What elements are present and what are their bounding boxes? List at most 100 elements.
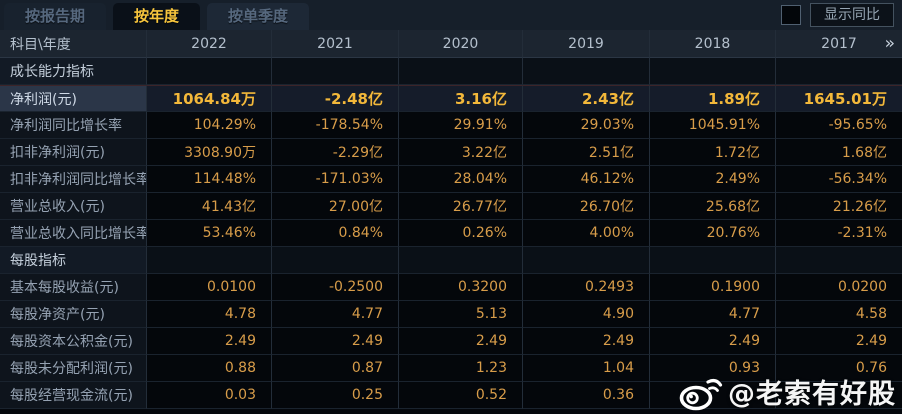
row-label: 净利润同比增长率 bbox=[0, 112, 146, 139]
section-cell bbox=[398, 247, 522, 274]
cell-value: 1.72亿 bbox=[649, 139, 775, 166]
row-label: 营业总收入(元) bbox=[0, 193, 146, 220]
show-yoy-button[interactable]: 显示同比 bbox=[810, 3, 894, 27]
cell-value: -95.65% bbox=[775, 112, 902, 139]
cell-value: 4.00% bbox=[522, 220, 649, 247]
cell-value: 5.13 bbox=[398, 301, 522, 328]
cell-value: 0.36 bbox=[522, 382, 649, 409]
cell-value: -2.29亿 bbox=[271, 139, 398, 166]
cell-value: 1.89亿 bbox=[649, 85, 775, 112]
cell-value: 2.51亿 bbox=[522, 139, 649, 166]
row-label: 基本每股收益(元) bbox=[0, 274, 146, 301]
cell-value: 26.77亿 bbox=[398, 193, 522, 220]
row-label: 每股经营现金流(元) bbox=[0, 382, 146, 409]
cell-value bbox=[775, 382, 902, 409]
cell-value: 0.1900 bbox=[649, 274, 775, 301]
cell-value: -171.03% bbox=[271, 166, 398, 193]
cell-value: -56.34% bbox=[775, 166, 902, 193]
cell-value: 4.90 bbox=[522, 301, 649, 328]
cell-value: 53.46% bbox=[146, 220, 271, 247]
cell-value: 4.77 bbox=[649, 301, 775, 328]
cell-value: 0.84% bbox=[271, 220, 398, 247]
cell-value: 4.78 bbox=[146, 301, 271, 328]
financial-table: 科目\年度 2022 2021 2020 2019 2018 2017» 成长能力指标 净利润(… bbox=[0, 30, 902, 414]
cell-value: 0.52 bbox=[398, 382, 522, 409]
cell-value: 21.26亿 bbox=[775, 193, 902, 220]
cell-value: 0.25 bbox=[271, 382, 398, 409]
cell-value: 27.00亿 bbox=[271, 193, 398, 220]
corner-header: 科目\年度 bbox=[0, 30, 146, 58]
cell-value: 41.43亿 bbox=[146, 193, 271, 220]
section-cell bbox=[522, 247, 649, 274]
col-header-2017: 2017» bbox=[775, 30, 902, 58]
section-cell bbox=[775, 247, 902, 274]
cell-value: 0.93 bbox=[649, 355, 775, 382]
cell-value: 2.49 bbox=[146, 328, 271, 355]
section-cell bbox=[146, 58, 271, 85]
tabbar-right-controls: 显示同比 bbox=[781, 3, 894, 27]
cell-value: 0.26% bbox=[398, 220, 522, 247]
cell-value: 1045.91% bbox=[649, 112, 775, 139]
col-header-2019: 2019 bbox=[522, 30, 649, 58]
cell-value: 0.76 bbox=[775, 355, 902, 382]
cell-value: 0.88 bbox=[146, 355, 271, 382]
col-header-2021: 2021 bbox=[271, 30, 398, 58]
cell-value: 3308.90万 bbox=[146, 139, 271, 166]
more-years-icon[interactable]: » bbox=[884, 33, 895, 53]
cell-value: 2.43亿 bbox=[522, 85, 649, 112]
cell-value: 1645.01万 bbox=[775, 85, 902, 112]
row-label: 每股未分配利润(元) bbox=[0, 355, 146, 382]
cell-value: 2.49 bbox=[522, 328, 649, 355]
row-label: 净利润(元) bbox=[0, 85, 146, 112]
cell-value: 29.91% bbox=[398, 112, 522, 139]
cell-value: 2.49 bbox=[649, 328, 775, 355]
cell-value: 1.23 bbox=[398, 355, 522, 382]
tab-by-year[interactable]: 按年度 bbox=[113, 3, 201, 30]
section-cell bbox=[522, 58, 649, 85]
cell-value: -0.2500 bbox=[271, 274, 398, 301]
tab-list: 按报告期 按年度 按单季度 bbox=[0, 0, 316, 30]
section-header: 成长能力指标 bbox=[0, 58, 146, 85]
cell-value: 0.0200 bbox=[775, 274, 902, 301]
cell-value bbox=[649, 382, 775, 409]
cell-value: 26.70亿 bbox=[522, 193, 649, 220]
cell-value: 2.49 bbox=[271, 328, 398, 355]
row-label: 每股资本公积金(元) bbox=[0, 328, 146, 355]
cell-value: 3.22亿 bbox=[398, 139, 522, 166]
cell-value: 104.29% bbox=[146, 112, 271, 139]
section-cell bbox=[271, 58, 398, 85]
cell-value: 20.76% bbox=[649, 220, 775, 247]
col-header-2018: 2018 bbox=[649, 30, 775, 58]
cell-value: 25.68亿 bbox=[649, 193, 775, 220]
section-cell bbox=[398, 58, 522, 85]
cell-value: 46.12% bbox=[522, 166, 649, 193]
cell-value: 1.68亿 bbox=[775, 139, 902, 166]
cell-value: 2.49 bbox=[775, 328, 902, 355]
tab-by-quarter[interactable]: 按单季度 bbox=[207, 3, 310, 30]
section-cell bbox=[649, 247, 775, 274]
tab-by-report-period[interactable]: 按报告期 bbox=[4, 3, 107, 30]
row-label: 扣非净利润同比增长率 bbox=[0, 166, 146, 193]
section-cell bbox=[649, 58, 775, 85]
section-cell bbox=[775, 58, 902, 85]
cell-value: 2.49 bbox=[398, 328, 522, 355]
cell-value: 29.03% bbox=[522, 112, 649, 139]
cell-value: 114.48% bbox=[146, 166, 271, 193]
cell-value: 2.49% bbox=[649, 166, 775, 193]
row-label: 扣非净利润(元) bbox=[0, 139, 146, 166]
cell-value: 1.04 bbox=[522, 355, 649, 382]
cell-value: 0.03 bbox=[146, 382, 271, 409]
cell-value: 28.04% bbox=[398, 166, 522, 193]
cell-value: 0.3200 bbox=[398, 274, 522, 301]
row-label: 每股净资产(元) bbox=[0, 301, 146, 328]
cell-value: 0.2493 bbox=[522, 274, 649, 301]
col-header-2022: 2022 bbox=[146, 30, 271, 58]
cell-value: 1064.84万 bbox=[146, 85, 271, 112]
cell-value: -2.31% bbox=[775, 220, 902, 247]
cell-value: 0.87 bbox=[271, 355, 398, 382]
show-yoy-checkbox[interactable] bbox=[781, 5, 801, 25]
cell-value: 4.77 bbox=[271, 301, 398, 328]
cell-value: 4.58 bbox=[775, 301, 902, 328]
cell-value: 3.16亿 bbox=[398, 85, 522, 112]
